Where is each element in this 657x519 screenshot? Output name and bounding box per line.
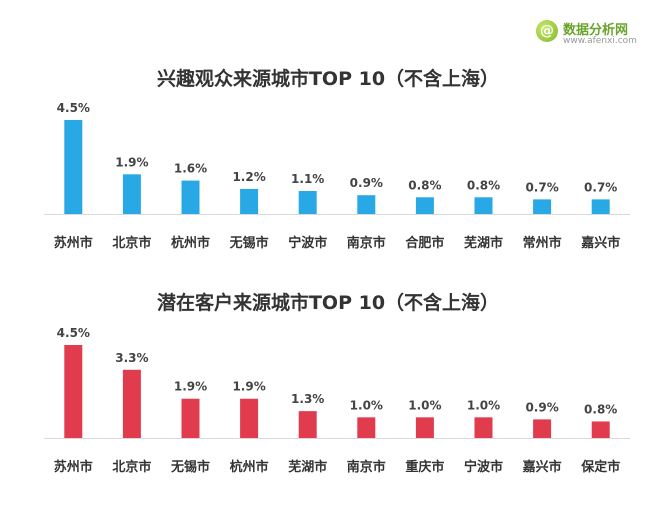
tick-label-9: 嘉兴市 [580, 235, 620, 251]
data-label-0: 4.5% [57, 101, 90, 115]
data-label-4: 1.3% [291, 392, 324, 406]
chart-title: 兴趣观众来源城市TOP 10（不含上海） [157, 67, 499, 90]
tick-label-8: 常州市 [523, 235, 562, 251]
data-label-2: 1.9% [174, 380, 207, 394]
bar-1 [122, 369, 141, 438]
bar-3 [240, 188, 259, 214]
potential-customer-chart: 潜在客户来源城市TOP 10（不含上海） 4.5% 苏州市 3.3% 北京市 1.9% 无锡… [44, 291, 630, 475]
tick-label-6: 重庆市 [405, 459, 444, 475]
interest-audience-chart: 兴趣观众来源城市TOP 10（不含上海） 4.5% 苏州市 1.9% 北京市 1.6% 杭州… [44, 67, 630, 251]
data-label-1: 1.9% [115, 155, 148, 169]
chart-title: 潜在客户来源城市TOP 10（不含上海） [157, 291, 499, 314]
bar-0 [64, 120, 83, 214]
bar-5 [357, 417, 376, 438]
bar-1 [122, 174, 141, 214]
data-label-2: 1.6% [174, 162, 207, 176]
bar-8 [533, 199, 552, 214]
tick-label-2: 杭州市 [171, 235, 210, 251]
tick-label-4: 宁波市 [288, 235, 327, 251]
tick-label-2: 无锡市 [170, 459, 210, 475]
data-label-8: 0.9% [525, 400, 558, 414]
data-label-3: 1.2% [232, 170, 265, 184]
data-label-7: 1.0% [467, 398, 500, 412]
logo-at-icon: @ [536, 20, 558, 42]
data-label-5: 1.0% [350, 398, 383, 412]
data-label-6: 0.8% [408, 178, 441, 192]
bar-9 [591, 199, 610, 214]
tick-label-7: 宁波市 [464, 459, 503, 475]
tick-label-1: 北京市 [112, 235, 151, 251]
data-label-1: 3.3% [115, 351, 148, 365]
bar-4 [298, 411, 317, 438]
bar-4 [298, 191, 317, 214]
data-label-3: 1.9% [232, 380, 265, 394]
bar-6 [415, 417, 434, 438]
bar-6 [415, 197, 434, 214]
tick-label-6: 合肥市 [405, 235, 444, 251]
data-label-0: 4.5% [57, 326, 90, 340]
bar-0 [64, 345, 83, 438]
tick-label-3: 无锡市 [229, 235, 269, 251]
tick-label-5: 南京市 [347, 459, 386, 475]
site-logo: @ 数据分析网 www.afenxi.com [536, 18, 648, 48]
tick-label-0: 苏州市 [54, 235, 93, 251]
data-label-5: 0.9% [350, 176, 383, 190]
tick-label-3: 杭州市 [230, 459, 269, 475]
logo-url: www.afenxi.com [563, 36, 637, 46]
data-label-6: 1.0% [408, 398, 441, 412]
data-label-8: 0.7% [525, 180, 558, 194]
logo-name: 数据分析网 [563, 23, 629, 38]
tick-label-7: 芜湖市 [464, 235, 503, 251]
bar-8 [533, 419, 552, 438]
data-label-9: 0.8% [584, 402, 617, 416]
tick-label-8: 嘉兴市 [522, 459, 562, 475]
tick-label-4: 芜湖市 [288, 459, 327, 475]
data-label-7: 0.8% [467, 178, 500, 192]
bar-2 [181, 398, 200, 438]
bar-3 [240, 398, 259, 438]
bar-2 [181, 180, 200, 214]
tick-label-0: 苏州市 [54, 459, 93, 475]
bar-9 [591, 421, 610, 438]
bar-7 [474, 197, 493, 214]
tick-label-1: 北京市 [112, 459, 151, 475]
data-label-9: 0.7% [584, 180, 617, 194]
data-label-4: 1.1% [291, 172, 324, 186]
bar-5 [357, 195, 376, 214]
tick-label-9: 保定市 [580, 459, 620, 475]
tick-label-5: 南京市 [347, 235, 386, 251]
bar-7 [474, 417, 493, 438]
